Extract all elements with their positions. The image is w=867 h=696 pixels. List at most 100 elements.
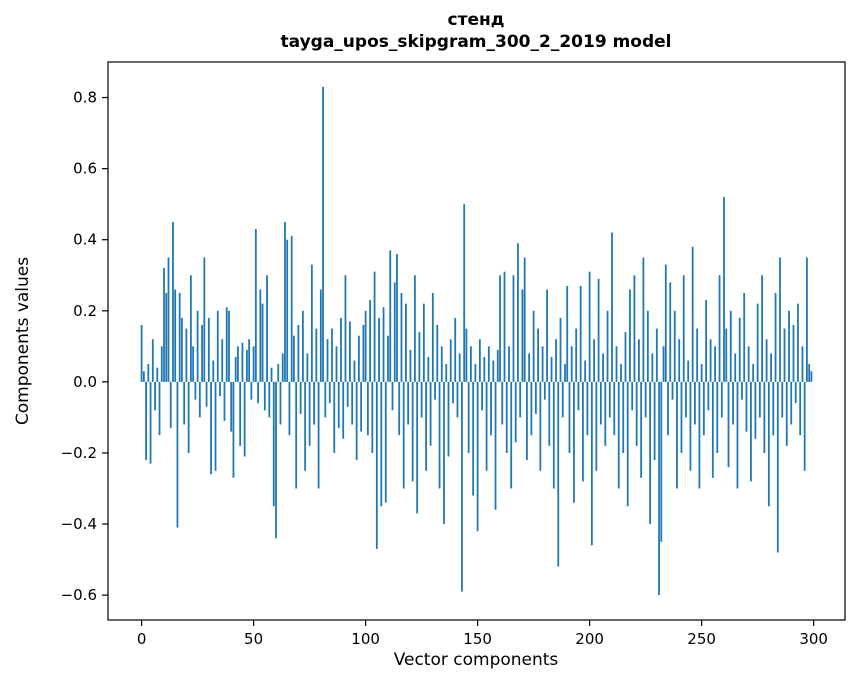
bar <box>142 371 145 382</box>
bar <box>470 346 472 382</box>
bar <box>380 381 383 507</box>
bar <box>763 381 766 453</box>
bar <box>454 317 457 382</box>
bar <box>279 381 282 425</box>
bar <box>290 236 293 382</box>
bar <box>210 381 212 475</box>
bar <box>561 381 564 418</box>
bar <box>615 346 618 382</box>
bar <box>725 328 728 382</box>
bar <box>673 310 676 382</box>
bar <box>232 381 235 478</box>
bar <box>682 275 685 382</box>
bar <box>685 381 687 418</box>
bar <box>349 321 351 382</box>
bar <box>284 221 286 382</box>
bar <box>369 300 371 382</box>
bar <box>523 257 526 382</box>
bar <box>767 381 770 507</box>
bar <box>438 381 441 489</box>
bar <box>801 346 804 382</box>
bar <box>429 381 432 446</box>
bar <box>729 310 732 382</box>
bar <box>720 381 723 418</box>
bar <box>526 381 528 461</box>
bar <box>425 381 427 471</box>
bar <box>539 381 542 471</box>
bar <box>422 303 425 382</box>
bar <box>219 381 221 397</box>
bar <box>358 335 360 382</box>
bar <box>734 353 737 382</box>
bar <box>503 271 506 382</box>
bar <box>606 310 609 382</box>
bar <box>696 328 699 382</box>
y-tick-label: −0.4 <box>61 515 97 533</box>
bar <box>483 356 486 382</box>
bar <box>629 289 631 382</box>
bar <box>461 381 463 592</box>
bar <box>366 381 369 436</box>
bar <box>597 278 600 382</box>
bar <box>228 310 230 382</box>
bar <box>617 381 620 489</box>
bar <box>440 346 443 382</box>
ticks-group: 0 50 100 150 200 250 300 −0.6 −0.4 −0.2 0.0 0.2 0.4 0… <box>61 89 828 648</box>
bar <box>234 356 237 382</box>
bar <box>611 232 613 382</box>
bar <box>391 381 394 411</box>
bar <box>723 197 725 382</box>
bar <box>411 381 414 482</box>
bar <box>797 303 799 382</box>
bar <box>147 364 150 382</box>
bar <box>736 381 739 489</box>
bar <box>140 325 143 382</box>
bar <box>174 289 177 382</box>
bar <box>566 285 569 382</box>
bar <box>313 381 315 425</box>
bar <box>711 381 714 478</box>
chart-title-line1: стенд <box>448 10 505 30</box>
bar <box>335 346 338 382</box>
bar <box>602 353 604 382</box>
bar <box>288 381 291 436</box>
bar <box>732 381 734 425</box>
bar <box>622 381 625 453</box>
y-tick-label: 0.0 <box>73 373 97 391</box>
bar <box>297 325 300 382</box>
bar <box>573 381 575 503</box>
x-tick-label: 300 <box>799 630 828 648</box>
bar <box>281 353 284 382</box>
bar <box>577 381 580 411</box>
bar <box>499 275 501 382</box>
bar <box>192 346 195 382</box>
bar <box>599 381 602 425</box>
y-tick-label: 0.4 <box>73 231 97 249</box>
bar <box>225 307 228 382</box>
bar <box>214 381 217 471</box>
bar <box>295 381 298 489</box>
bar <box>360 381 363 432</box>
bar <box>167 257 170 382</box>
bar <box>328 381 331 404</box>
bar <box>205 381 208 407</box>
bar <box>512 275 515 382</box>
bar <box>176 381 179 528</box>
bar <box>248 339 251 382</box>
bar <box>691 246 694 382</box>
bar <box>371 381 374 453</box>
bar <box>754 381 757 439</box>
bar <box>752 364 755 382</box>
bar <box>644 381 647 418</box>
bar <box>604 381 607 446</box>
bar <box>243 381 246 457</box>
bar <box>156 367 159 382</box>
bar <box>646 310 649 382</box>
bar <box>364 310 367 382</box>
bar <box>750 381 752 482</box>
bar <box>743 293 746 382</box>
bar <box>463 204 466 382</box>
x-tick-label: 200 <box>575 630 604 648</box>
bar <box>579 285 582 382</box>
